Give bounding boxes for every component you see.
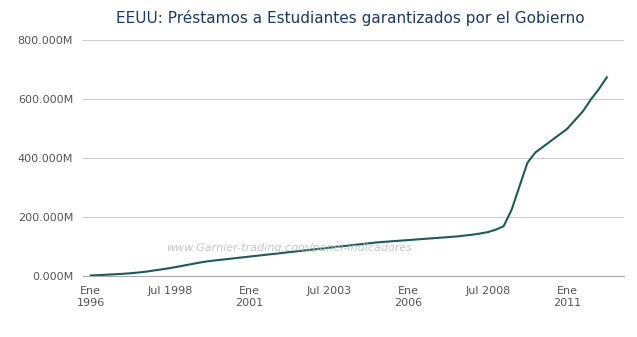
- Text: EEUU: Préstamos a Estudiantes garantizados por el Gobierno: EEUU: Préstamos a Estudiantes garantizad…: [116, 10, 585, 26]
- Text: www.Garnier-trading.com/panel-indicadores: www.Garnier-trading.com/panel-indicadore…: [166, 243, 412, 253]
